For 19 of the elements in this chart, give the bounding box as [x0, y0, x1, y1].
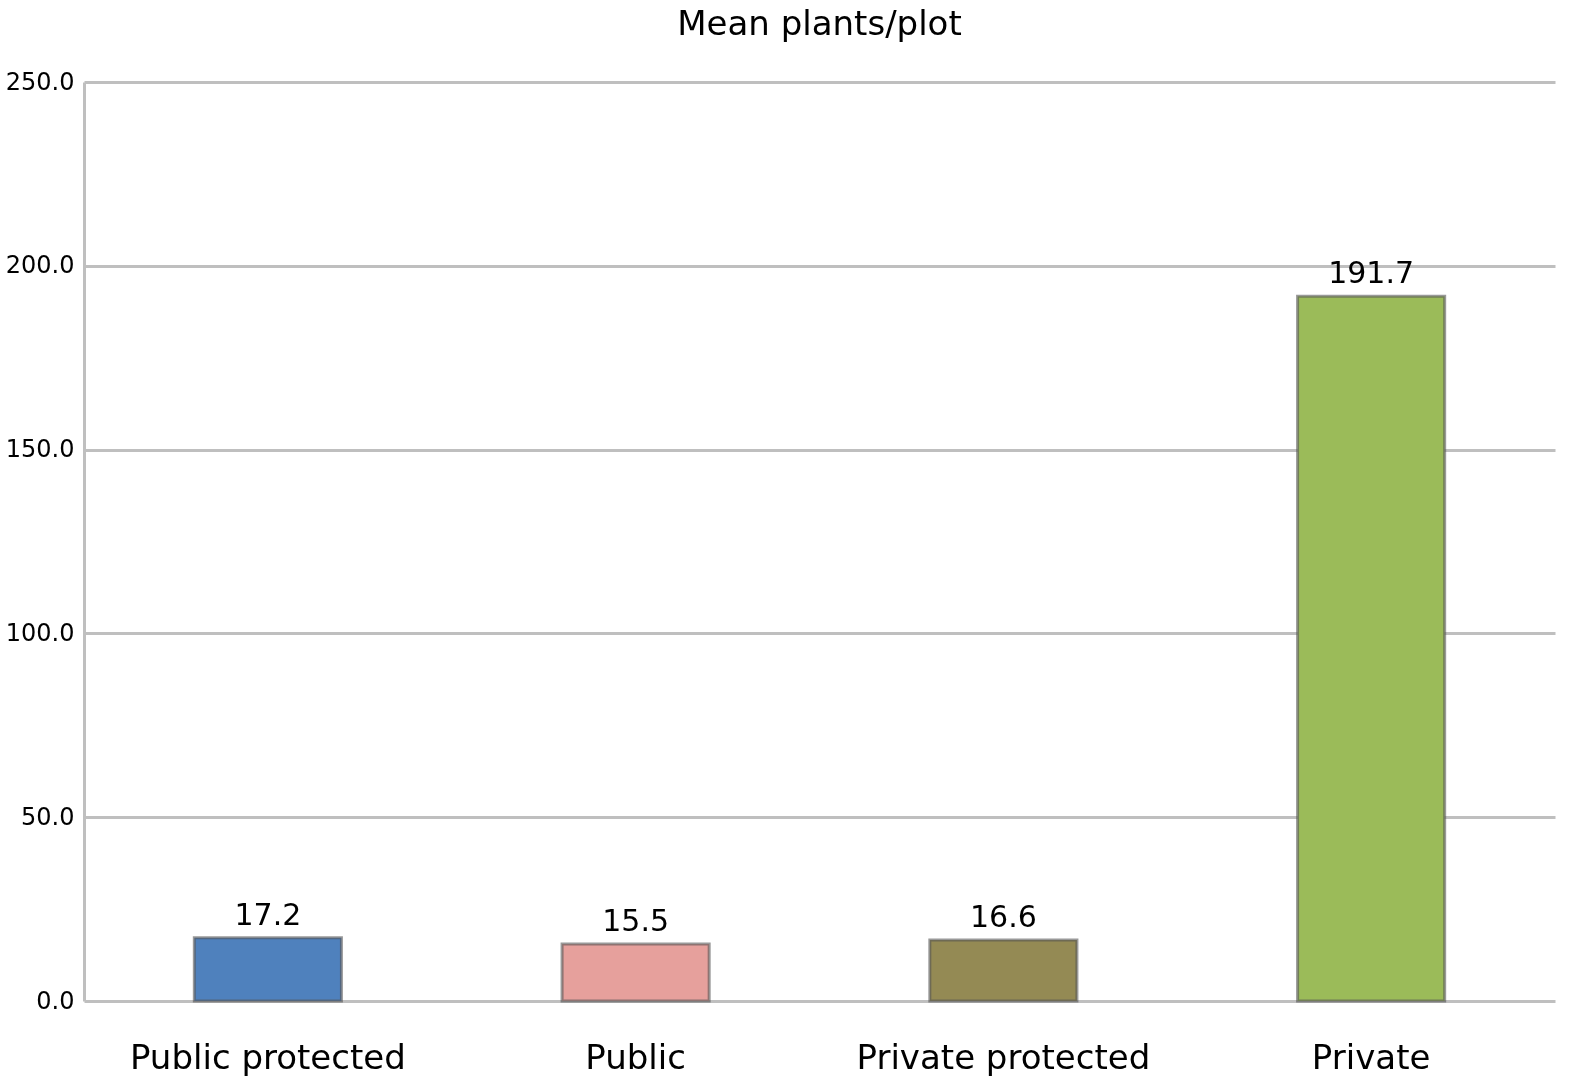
y-tick-label: 0.0 [36, 986, 75, 1015]
bar [928, 938, 1079, 1003]
x-tick-label: Public protected [129, 1036, 406, 1077]
bar [1296, 294, 1447, 1003]
y-tick-label: 200.0 [5, 251, 75, 280]
y-tick-label: 100.0 [5, 618, 75, 647]
chart-title: Mean plants/plot [677, 3, 962, 43]
data-label: 191.7 [1328, 255, 1415, 291]
x-tick-label: Public [585, 1036, 686, 1077]
y-tick-label: 50.0 [21, 802, 75, 831]
x-tick-label: Private protected [856, 1036, 1151, 1077]
y-tick-label: 250.0 [5, 67, 75, 96]
bar [560, 942, 711, 1003]
x-tick-label: Private [1311, 1036, 1431, 1077]
y-tick-label: 150.0 [5, 435, 75, 464]
bar [192, 936, 343, 1003]
data-label: 15.5 [602, 903, 670, 939]
data-label: 16.6 [969, 898, 1037, 934]
data-label: 17.2 [234, 896, 302, 932]
